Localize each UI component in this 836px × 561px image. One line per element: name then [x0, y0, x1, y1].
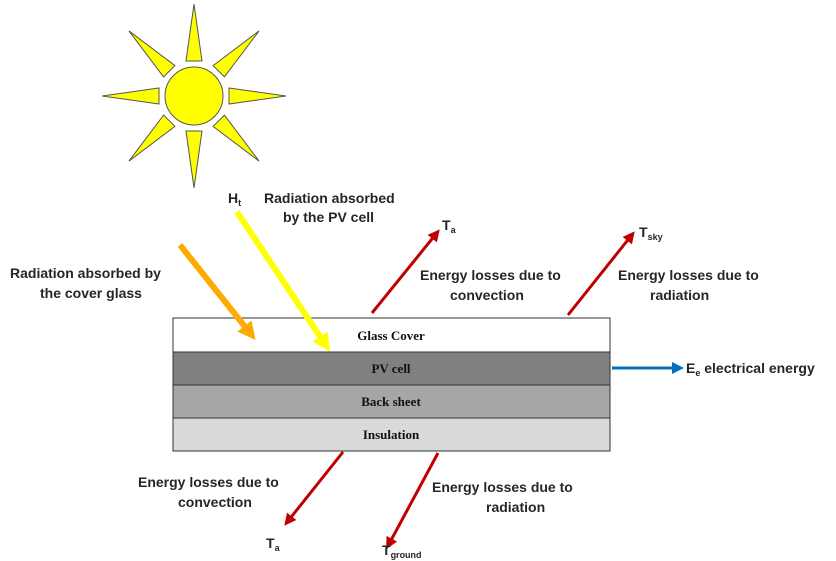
- arrow: [177, 243, 256, 341]
- symbol: T: [442, 217, 451, 233]
- arrow: [566, 231, 635, 316]
- loss-label: radiation: [486, 499, 545, 515]
- temp-label: Ta: [266, 535, 281, 553]
- irradiance-label: Ht: [228, 190, 241, 208]
- subscript: a: [451, 225, 457, 235]
- temp-label: Ta: [442, 217, 457, 235]
- symbol: T: [382, 542, 391, 558]
- pv-absorbed: by the PV cell: [283, 209, 374, 225]
- symbol: E: [686, 360, 695, 376]
- layer-label: Back sheet: [361, 394, 421, 409]
- loss-label: Energy losses due to: [432, 479, 573, 495]
- glass-absorbed: the cover glass: [40, 285, 142, 301]
- loss-label: radiation: [650, 287, 709, 303]
- subscript: t: [238, 198, 241, 208]
- subscript: ground: [391, 550, 422, 560]
- symbol: T: [639, 224, 648, 240]
- loss-label: Energy losses due to: [420, 267, 561, 283]
- arrows: [177, 210, 684, 550]
- layer-label: PV cell: [371, 361, 410, 376]
- arrow: [234, 210, 330, 352]
- back-layer: [172, 384, 611, 419]
- loss-label: convection: [178, 494, 252, 510]
- loss-label: Energy losses due to: [138, 474, 279, 490]
- pv-absorbed: Radiation absorbed: [264, 190, 395, 206]
- subscript: sky: [648, 232, 663, 242]
- symbol: T: [266, 535, 275, 551]
- temp-label: Tground: [382, 542, 422, 560]
- insulation-layer: [172, 417, 611, 452]
- arrow: [370, 229, 440, 314]
- output-text: electrical energy: [700, 360, 815, 376]
- loss-label: Energy losses due to: [618, 267, 759, 283]
- temp-label: Tsky: [639, 224, 663, 242]
- arrow: [386, 452, 440, 550]
- sun: [101, 3, 287, 189]
- subscript: a: [275, 543, 281, 553]
- arrow: [284, 451, 345, 526]
- layer-label: Insulation: [363, 427, 420, 442]
- panel: [172, 317, 611, 452]
- output-label: Ee electrical energy: [686, 360, 815, 378]
- loss-label: convection: [450, 287, 524, 303]
- glass-absorbed: Radiation absorbed by: [10, 265, 161, 281]
- layer-label: Glass Cover: [357, 328, 425, 343]
- symbol: H: [228, 190, 238, 206]
- pv-layer: [172, 351, 611, 386]
- subscript: e: [695, 368, 700, 378]
